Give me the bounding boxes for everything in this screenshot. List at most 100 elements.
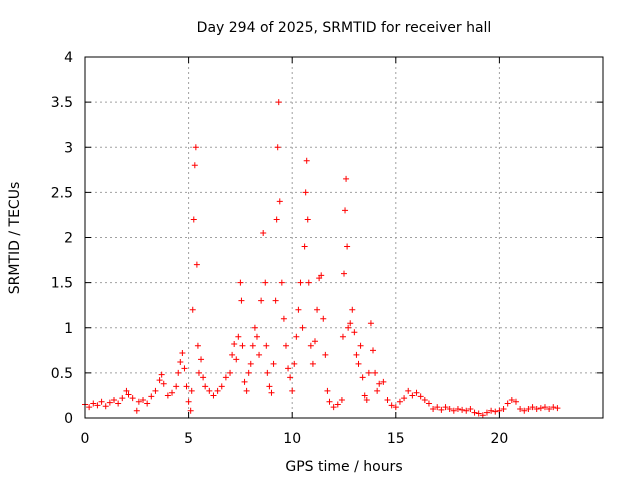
data-point	[492, 408, 499, 415]
x-tick-label: 5	[184, 431, 193, 447]
data-point	[541, 404, 548, 411]
data-point	[413, 389, 420, 396]
data-point	[260, 229, 267, 236]
data-point	[282, 342, 289, 349]
data-point	[195, 369, 202, 376]
data-point	[183, 383, 190, 390]
y-tick-label: 3	[64, 140, 73, 156]
data-point	[268, 389, 275, 396]
y-tick-label: 0	[64, 411, 73, 427]
data-point	[297, 279, 304, 286]
data-point	[479, 412, 486, 419]
data-point	[512, 398, 519, 405]
data-point	[508, 396, 515, 403]
data-point	[235, 333, 242, 340]
data-point	[158, 371, 165, 378]
data-point	[192, 144, 199, 151]
data-point	[258, 297, 265, 304]
data-point	[218, 383, 225, 390]
data-point	[299, 324, 306, 331]
data-point	[189, 306, 196, 313]
data-point	[339, 333, 346, 340]
data-point	[504, 400, 511, 407]
y-tick-label: 4	[64, 50, 73, 66]
data-point	[156, 377, 163, 384]
data-point	[438, 406, 445, 413]
data-point	[140, 396, 147, 403]
data-point	[314, 306, 321, 313]
data-point	[191, 162, 198, 169]
data-point	[355, 360, 362, 367]
data-point	[488, 407, 495, 414]
data-point	[214, 387, 221, 394]
data-point	[181, 365, 188, 372]
data-point	[537, 405, 544, 412]
data-point	[206, 387, 213, 394]
data-point	[322, 351, 329, 358]
data-point	[392, 404, 399, 411]
data-point	[133, 407, 140, 414]
data-point	[251, 324, 258, 331]
data-point	[285, 365, 292, 372]
data-point	[303, 157, 310, 164]
data-point	[173, 383, 180, 390]
data-point	[106, 399, 113, 406]
data-point	[363, 396, 370, 403]
chart-title: Day 294 of 2025, SRMTID for receiver hal…	[197, 20, 492, 36]
data-point	[256, 351, 263, 358]
data-point	[302, 189, 309, 196]
data-point	[291, 360, 298, 367]
data-point	[90, 400, 97, 407]
data-point	[94, 402, 101, 409]
data-point	[185, 398, 192, 405]
data-point	[409, 392, 416, 399]
data-point	[188, 387, 195, 394]
x-axis-label: GPS time / hours	[285, 459, 402, 475]
data-point	[179, 350, 186, 357]
data-point	[194, 342, 201, 349]
data-point	[278, 279, 285, 286]
data-point	[372, 369, 379, 376]
y-tick-label: 3.5	[51, 95, 73, 111]
data-point	[262, 279, 269, 286]
data-point	[500, 405, 507, 412]
data-point	[190, 216, 197, 223]
x-tick-label: 0	[81, 431, 90, 447]
data-point	[263, 342, 270, 349]
data-point	[351, 329, 358, 336]
data-point	[334, 401, 341, 408]
data-point	[384, 396, 391, 403]
data-point	[344, 243, 351, 250]
data-point	[483, 409, 490, 416]
data-point	[388, 402, 395, 409]
data-point	[187, 407, 194, 414]
data-point	[471, 409, 478, 416]
data-point	[193, 261, 200, 268]
data-point	[266, 383, 273, 390]
grid-layer	[85, 57, 603, 418]
data-point	[517, 405, 524, 412]
y-tick-label: 1.5	[51, 276, 73, 292]
data-point	[361, 392, 368, 399]
data-point	[421, 396, 428, 403]
x-tick-label: 20	[490, 431, 508, 447]
data-point	[309, 360, 316, 367]
data-point	[135, 398, 142, 405]
data-point	[264, 369, 271, 376]
data-point	[175, 369, 182, 376]
data-point	[177, 359, 184, 366]
data-point	[152, 387, 159, 394]
data-point	[304, 216, 311, 223]
data-point	[311, 338, 318, 345]
data-point	[459, 406, 466, 413]
data-point	[245, 369, 252, 376]
data-point	[148, 393, 155, 400]
data-point	[307, 342, 314, 349]
data-point	[233, 356, 240, 363]
data-point	[243, 387, 250, 394]
data-point	[446, 405, 453, 412]
data-point	[239, 342, 246, 349]
data-point	[144, 400, 151, 407]
data-point	[467, 405, 474, 412]
